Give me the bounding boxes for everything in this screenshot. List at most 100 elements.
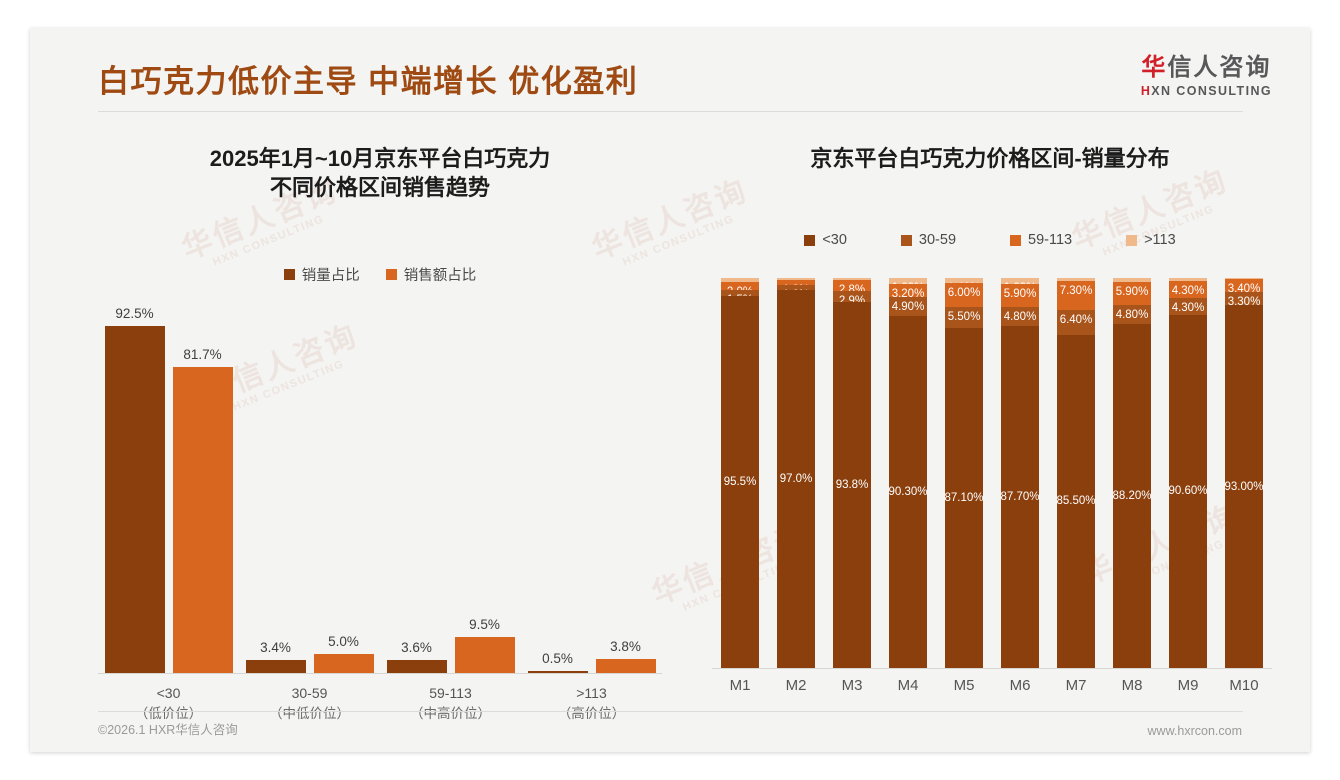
segment-lt30[interactable]: 93.00% — [1225, 305, 1263, 668]
segment-30-59[interactable]: 4.80% — [1001, 307, 1039, 326]
segment-value-label: 5.50% — [947, 310, 981, 323]
bar-column[interactable]: 3.6% — [386, 298, 447, 673]
bar-value-label: 92.5% — [115, 306, 154, 322]
legend-label: 59-113 — [1028, 232, 1073, 248]
logo-en-rest: XN CONSULTING — [1151, 83, 1272, 98]
segment-30-59[interactable]: 3.30% — [1225, 292, 1263, 308]
left-chart-title: 2025年1月~10月京东平台白巧克力 不同价格区间销售趋势 — [70, 144, 690, 202]
bar-sales-amount[interactable] — [595, 658, 656, 673]
bar-sales-volume[interactable] — [527, 671, 588, 673]
segment-value-label: 95.5% — [723, 475, 757, 488]
bar-column[interactable]: 9.5% — [454, 298, 515, 673]
segment-lt30[interactable]: 97.0% — [777, 289, 815, 668]
bar-column[interactable]: 5.0% — [313, 298, 374, 673]
month-label: M4 — [897, 677, 919, 694]
segment-lt30[interactable]: 88.20% — [1113, 324, 1151, 668]
bar-column[interactable]: 3.8% — [595, 298, 656, 673]
bar-group: 3.6% 9.5% — [380, 298, 521, 673]
stacked-bar-column[interactable]: 1.0% 2.0% 1.5% 95.5% — [721, 278, 759, 668]
month-label: M8 — [1121, 677, 1143, 694]
right-chart-plot-area: 1.0% 2.0% 1.5% 95.5% M1 0.5% 1.3% 1.2% 9… — [712, 278, 1272, 694]
category-label-sub: （低价位） — [134, 706, 203, 721]
page-title: 白巧克力低价主导 中端增长 优化盈利 — [98, 64, 639, 99]
segment-value-label: 3.40% — [1227, 283, 1261, 296]
segment-value-label: 6.40% — [1059, 313, 1093, 326]
segment-value-label: 5.90% — [1003, 288, 1037, 301]
month-label: M7 — [1065, 677, 1087, 694]
month-label: M1 — [729, 677, 751, 694]
bar-value-label: 3.8% — [610, 638, 641, 654]
segment-lt30[interactable]: 90.60% — [1169, 314, 1207, 668]
segment-30-59[interactable]: 2.9% — [833, 290, 871, 307]
bar-sales-amount[interactable] — [172, 366, 233, 673]
stacked-bar-column[interactable]: 0.5% 1.3% 1.2% 97.0% — [777, 278, 815, 668]
bar-column[interactable]: 0.5% — [527, 298, 588, 673]
bar-sales-amount[interactable] — [313, 654, 374, 673]
stacked-bar-column[interactable]: 1.60% 3.20% 4.90% 90.30% — [889, 278, 927, 668]
bar-sales-volume[interactable] — [245, 660, 306, 673]
bar-column[interactable]: 92.5% — [104, 298, 165, 673]
segment-value-label: 90.30% — [889, 485, 927, 498]
stacked-bar-column[interactable]: 0.80% 7.30% 6.40% 85.50% — [1057, 278, 1095, 668]
stacked-bar-column[interactable]: 1.60% 5.90% 4.80% 87.70% — [1001, 278, 1039, 668]
month-label: M9 — [1177, 677, 1199, 694]
segment-59-113[interactable]: 3.20% — [889, 284, 927, 300]
legend-item[interactable]: 30-59 — [900, 232, 957, 248]
bar-sales-amount[interactable] — [454, 637, 515, 673]
segment-lt30[interactable]: 95.5% — [721, 295, 759, 668]
left-chart-plot-area: 92.5% 81.7% <30 （低价位） 3.4% 5.0% — [98, 298, 662, 721]
legend-item[interactable]: 销量占比 — [283, 264, 360, 285]
right-chart-panel: 京东平台白巧克力价格区间-销量分布 <30 30-59 59-113 >113 — [690, 124, 1290, 714]
bar-sales-volume[interactable] — [386, 659, 447, 673]
stacked-bar-column[interactable]: 0.80% 4.30% 4.30% 90.60% — [1169, 278, 1207, 668]
bar-sales-volume[interactable] — [104, 326, 165, 673]
legend-item[interactable]: 销售额占比 — [385, 264, 476, 285]
bar-column[interactable]: 81.7% — [172, 298, 233, 673]
bar-column[interactable]: 3.4% — [245, 298, 306, 673]
category-label: >113 （高价位） — [521, 683, 662, 724]
segment-59-113[interactable]: 5.90% — [1113, 282, 1151, 306]
stacked-bar-column[interactable]: 1.10% 5.90% 4.80% 88.20% — [1113, 278, 1151, 668]
segment-lt30[interactable]: 90.30% — [889, 315, 927, 668]
legend-label: 30-59 — [918, 232, 957, 248]
segment-30-59[interactable]: 6.40% — [1057, 309, 1095, 335]
segment-value-label: 87.10% — [945, 492, 983, 505]
footer-divider — [98, 711, 1243, 712]
bar-value-label: 3.6% — [401, 639, 432, 655]
legend-item[interactable]: >113 — [1126, 232, 1176, 248]
segment-30-59[interactable]: 4.80% — [1113, 305, 1151, 325]
legend-swatch-icon — [900, 234, 912, 246]
segment-value-label: 87.70% — [1001, 490, 1039, 503]
logo-cn-accent: 华 — [1141, 54, 1168, 81]
segment-59-113[interactable]: 6.00% — [945, 283, 983, 307]
segment-59-113[interactable]: 4.30% — [1169, 281, 1207, 298]
segment-value-label: 4.80% — [1003, 311, 1037, 324]
segment-lt30[interactable]: 85.50% — [1057, 334, 1095, 668]
stacked-bar-column[interactable]: 0.30% 3.40% 3.30% 93.00% — [1225, 278, 1263, 668]
bar-value-label: 81.7% — [183, 346, 222, 362]
segment-30-59[interactable]: 4.90% — [889, 296, 927, 316]
segment-59-113[interactable]: 3.40% — [1225, 279, 1263, 296]
segment-lt30[interactable]: 93.8% — [833, 302, 871, 668]
segment-value-label: 93.8% — [835, 479, 869, 492]
footer-website[interactable]: www.hxrcon.com — [1147, 724, 1242, 738]
left-chart-legend: 销量占比 销售额占比 — [70, 264, 690, 285]
right-chart-title: 京东平台白巧克力价格区间-销量分布 — [810, 146, 1170, 171]
segment-30-59[interactable]: 5.50% — [945, 306, 983, 329]
stacked-bar-column[interactable]: 0.5% 2.8% 2.9% 93.8% — [833, 278, 871, 668]
legend-item[interactable]: 59-113 — [1010, 232, 1072, 248]
segment-value-label: 93.00% — [1225, 480, 1263, 493]
bar-value-label: 9.5% — [469, 617, 500, 633]
stacked-bar-column[interactable]: 1.40% 6.00% 5.50% 87.10% — [945, 278, 983, 668]
segment-59-113[interactable]: 7.30% — [1057, 281, 1095, 310]
segment-lt30[interactable]: 87.10% — [945, 328, 983, 668]
segment-59-113[interactable]: 2.0% — [721, 281, 759, 298]
segment-59-113[interactable]: 5.90% — [1001, 284, 1039, 308]
category-label-main: 30-59 — [291, 685, 328, 701]
legend-item[interactable]: <30 — [804, 232, 847, 248]
legend-swatch-icon — [1010, 234, 1022, 246]
legend-label: 销量占比 — [301, 268, 360, 284]
segment-lt30[interactable]: 87.70% — [1001, 325, 1039, 668]
segment-59-113[interactable]: 2.8% — [833, 279, 871, 296]
segment-30-59[interactable]: 4.30% — [1169, 297, 1207, 315]
